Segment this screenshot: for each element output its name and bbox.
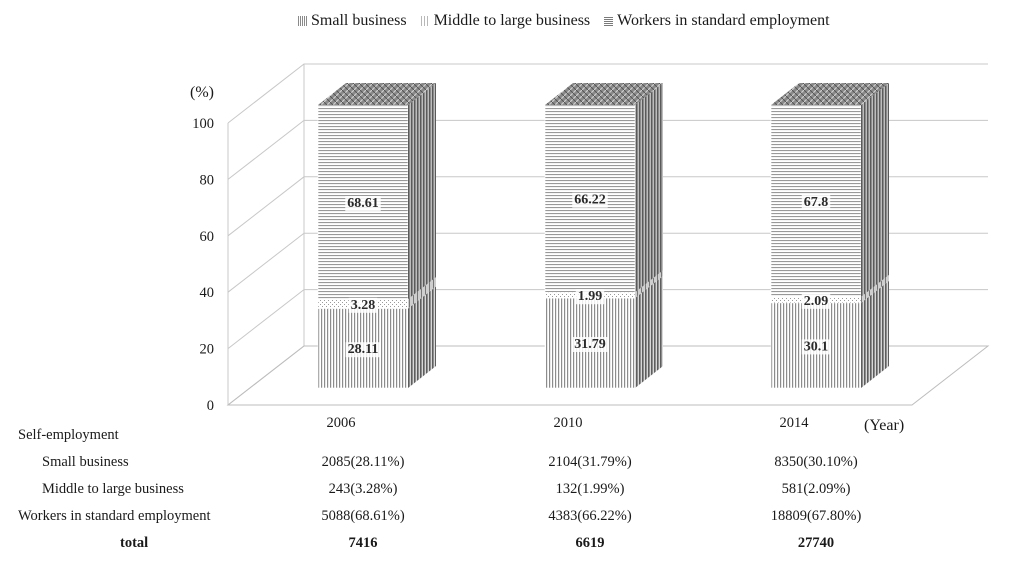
table-cell: 8350(30.10%) [774,454,858,470]
data-label-background [572,192,608,208]
x-axis-title: (Year) [864,417,904,434]
table-cell: 5088(68.61%) [321,508,405,524]
bar-side-middle-to-large-business [861,274,889,303]
y-tick-label: 80 [200,172,215,188]
bar-side-middle-to-large-business [635,270,663,299]
chart-floor [226,345,990,406]
chart-axes: 0 20 40 60 80 100 (%) (Year) 2006 2010 2014 [190,63,990,434]
legend-item-workers-standard-employment: Workers in standard employment [604,12,830,30]
data-label-background [801,293,831,309]
bar-side-workers-standard-employment [408,83,436,300]
y-tick-label: 20 [200,342,215,358]
y-tick-label: 60 [200,229,215,245]
legend-item-small-business: Small business [298,12,407,30]
table-cell: 2085(28.11%) [321,454,405,470]
legend-item-middle-to-large-business: Middle to large business [420,12,591,30]
table-heading: Self-employment [18,427,119,443]
data-label-background [348,297,378,313]
chart-legend: Small business Middle to large business … [298,10,844,32]
legend-label-workers-standard-employment: Workers in standard employment [617,12,830,29]
bar-side-workers-standard-employment [635,83,663,293]
bar-side-small-business [408,286,436,388]
data-label-workers-standard-employment: 66.22 [574,193,606,208]
table-cell: 243(3.28%) [328,481,398,497]
y-tick-label: 40 [200,285,215,301]
chart-labels: 28.11 3.28 68.61 31.79 1.99 66.22 30.1 2.09 67.8 [345,192,831,358]
data-label-background [345,196,381,212]
table-cell-total: 6619 [575,535,605,551]
legend-label-small-business: Small business [311,12,407,29]
bar-side-small-business [861,280,889,388]
table-cell: 581(2.09%) [781,481,851,497]
legend-swatch-middle-to-large-business [420,16,430,26]
table-cell: 2104(31.79%) [548,454,632,470]
data-label-background [345,342,381,358]
legend-swatch-small-business [298,16,307,26]
data-label-background [801,339,831,355]
data-label-workers-standard-employment: 67.8 [804,195,829,210]
data-label-small-business: 30.1 [804,339,829,354]
bar-side-workers-standard-employment [861,83,889,297]
x-tick-label: 2006 [327,415,356,431]
data-label-background [572,337,608,353]
bar-2010 [544,83,663,389]
data-label-middle-to-large-business: 1.99 [578,289,603,304]
data-label-middle-to-large-business: 2.09 [804,294,829,309]
bar-side-small-business [635,276,663,388]
data-label-workers-standard-employment: 68.61 [347,196,379,211]
table-cell: 18809(67.80%) [770,508,862,524]
table-cell-total: 7416 [348,535,378,551]
data-label-middle-to-large-business: 3.28 [351,298,376,313]
bar-top-face [545,83,663,105]
y-axis-title: (%) [190,84,214,101]
legend-label-middle-to-large-business: Middle to large business [433,12,591,29]
data-label-background [575,289,605,305]
y-tick-label: 0 [207,398,214,414]
bar-top-face [771,83,889,106]
data-label-small-business: 28.11 [348,342,379,357]
legend-swatch-workers-standard-employment [604,16,614,26]
x-tick-label: 2010 [554,415,583,431]
table-cell: 132(1.99%) [555,481,625,497]
bar-top-face [318,83,436,105]
y-tick-label: 100 [192,116,214,132]
table-row-label-small-business: Small business [42,454,129,470]
table-cell: 4383(66.22%) [548,508,632,524]
bar-2006 [317,83,436,389]
table-row-label-total: total [120,535,149,551]
data-label-small-business: 31.79 [574,337,606,352]
bar-side-middle-to-large-business [408,277,436,309]
table-cell-total: 27740 [797,535,835,551]
table-row-label-workers-standard-employment: Workers in standard employment [18,508,211,524]
table-row-label-middle-to-large-business: Middle to large business [42,481,184,497]
data-label-background [801,194,831,210]
x-tick-label: 2014 [780,415,810,431]
